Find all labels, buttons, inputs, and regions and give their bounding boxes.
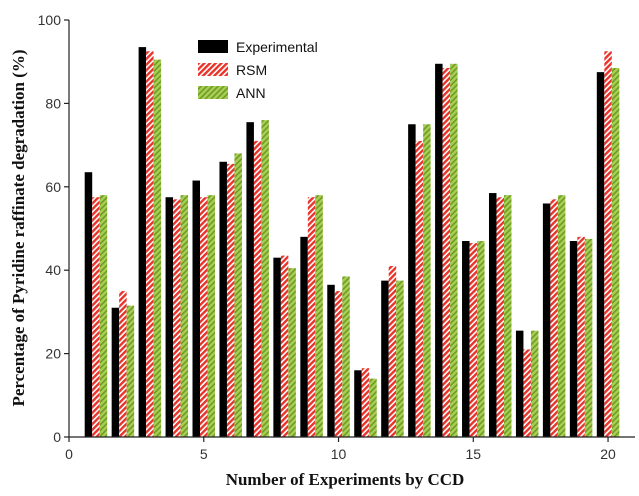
bar-experimental-1 bbox=[84, 172, 93, 437]
x-tick-label: 20 bbox=[600, 446, 616, 462]
bar-experimental-6 bbox=[219, 161, 227, 437]
bar-rsm-2 bbox=[119, 291, 127, 437]
y-tick-label: 20 bbox=[45, 346, 61, 362]
bar-rsm-4 bbox=[173, 199, 181, 437]
bar-rsm-13 bbox=[415, 140, 424, 437]
bar-rsm-12 bbox=[388, 266, 397, 437]
bar-rsm-19 bbox=[577, 236, 585, 437]
plot-area bbox=[84, 47, 620, 438]
bar-rsm-16 bbox=[496, 197, 504, 437]
y-axis-title: Percentage of Pyridine raffinate degrada… bbox=[9, 49, 28, 406]
bar-experimental-10 bbox=[327, 284, 335, 437]
bar-ann-7 bbox=[261, 120, 269, 437]
bar-rsm-17 bbox=[523, 349, 531, 437]
bar-ann-11 bbox=[369, 378, 377, 437]
bar-experimental-2 bbox=[111, 307, 120, 437]
bar-ann-6 bbox=[234, 153, 242, 437]
bar-ann-12 bbox=[396, 280, 404, 438]
bar-rsm-20 bbox=[604, 51, 612, 438]
legend-swatch-rsm bbox=[198, 63, 228, 76]
axes: 0 20 40 60 80 100 0 5 10 15 20 bbox=[38, 12, 635, 462]
bar-rsm-10 bbox=[334, 291, 343, 437]
bar-rsm-18 bbox=[550, 199, 558, 437]
bar-experimental-18 bbox=[542, 203, 551, 437]
bar-rsm-5 bbox=[200, 197, 208, 437]
bar-ann-16 bbox=[503, 195, 512, 437]
bar-experimental-14 bbox=[435, 63, 443, 437]
bar-ann-15 bbox=[477, 241, 485, 437]
legend-swatch-ann bbox=[198, 86, 228, 99]
x-tick-label: 15 bbox=[465, 446, 481, 462]
bar-experimental-20 bbox=[596, 72, 605, 438]
bar-ann-3 bbox=[153, 59, 162, 438]
bar-ann-2 bbox=[126, 305, 135, 437]
bar-rsm-6 bbox=[226, 163, 235, 437]
legend-swatch-experimental bbox=[198, 40, 228, 53]
bar-rsm-8 bbox=[280, 255, 289, 437]
bar-rsm-14 bbox=[442, 67, 451, 437]
bar-ann-4 bbox=[180, 195, 189, 437]
bar-experimental-16 bbox=[488, 193, 497, 437]
bar-experimental-19 bbox=[569, 241, 578, 437]
bar-rsm-7 bbox=[253, 140, 262, 437]
bar-experimental-8 bbox=[273, 257, 281, 437]
y-tick-label: 60 bbox=[45, 179, 61, 195]
bar-rsm-1 bbox=[92, 197, 100, 437]
bar-ann-8 bbox=[288, 268, 296, 437]
bar-experimental-11 bbox=[354, 370, 362, 437]
bar-ann-5 bbox=[207, 195, 216, 437]
x-tick-label: 5 bbox=[200, 446, 208, 462]
bar-rsm-3 bbox=[146, 51, 154, 438]
y-tick-label: 40 bbox=[45, 262, 61, 278]
bar-experimental-13 bbox=[408, 124, 416, 437]
bar-ann-1 bbox=[99, 195, 108, 437]
bar-ann-14 bbox=[450, 63, 458, 437]
y-tick-label: 0 bbox=[53, 429, 61, 445]
bar-ann-19 bbox=[584, 238, 593, 437]
bar-experimental-17 bbox=[515, 330, 524, 437]
x-tick-label: 10 bbox=[331, 446, 347, 462]
bar-ann-18 bbox=[557, 195, 566, 437]
bar-rsm-11 bbox=[361, 368, 370, 437]
bar-rsm-9 bbox=[307, 197, 316, 437]
bar-experimental-9 bbox=[300, 236, 308, 437]
legend-label-rsm: RSM bbox=[236, 62, 267, 78]
bar-ann-13 bbox=[423, 124, 431, 437]
y-tick-label: 80 bbox=[45, 95, 61, 111]
bar-experimental-15 bbox=[462, 241, 470, 437]
bar-ann-9 bbox=[315, 195, 323, 437]
x-tick-label: 0 bbox=[65, 446, 73, 462]
x-axis-title: Number of Experiments by CCD bbox=[226, 470, 465, 489]
bar-experimental-7 bbox=[246, 122, 254, 438]
bar-ann-10 bbox=[342, 276, 350, 437]
bar-experimental-12 bbox=[381, 280, 389, 438]
bar-experimental-4 bbox=[165, 197, 174, 437]
bar-experimental-5 bbox=[192, 180, 201, 438]
legend-label-experimental: Experimental bbox=[236, 39, 318, 55]
legend-label-ann: ANN bbox=[236, 85, 266, 101]
y-tick-label: 100 bbox=[38, 12, 62, 28]
legend: Experimental RSM ANN bbox=[198, 39, 318, 101]
bar-experimental-3 bbox=[138, 47, 147, 437]
bar-rsm-15 bbox=[469, 243, 478, 437]
bar-ann-17 bbox=[530, 330, 539, 437]
bar-ann-20 bbox=[611, 67, 620, 437]
